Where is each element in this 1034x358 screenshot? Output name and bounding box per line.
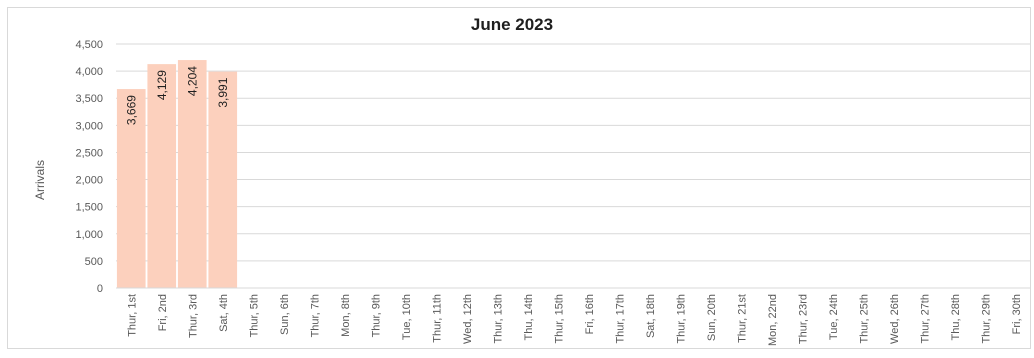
x-tick-label: Wed, 12th: [462, 294, 474, 344]
x-tick-label: Sun, 20th: [706, 294, 718, 341]
x-tick-label: Mon, 22nd: [767, 294, 779, 346]
gridlines: [116, 43, 1031, 262]
x-tick-label: Fri, 16th: [584, 294, 596, 334]
x-tick-label: Thur, 27th: [919, 294, 931, 344]
bar: [177, 60, 207, 289]
x-tick-label: Thu, 28th: [950, 294, 962, 340]
x-tick-label: Thur, 15th: [553, 294, 565, 344]
y-axis-ticks: 0 500 1,000 1,500 2,000 2,500 3,000 3,500 4,000 4…: [75, 39, 103, 295]
y-tick-label: 3,000: [75, 120, 103, 132]
chart-frame: [7, 7, 1031, 349]
x-tick-label: Thur, 13th: [492, 294, 504, 344]
y-tick-label: 2,500: [75, 147, 103, 159]
bar-data-label: 3,669: [124, 95, 138, 125]
bar-data-label: 3,991: [216, 77, 230, 107]
y-tick-label: 1,000: [75, 229, 103, 241]
y-tick-label: 4,500: [75, 39, 103, 51]
x-tick-label: Wed, 26th: [889, 294, 901, 344]
x-tick-label: Tue, 10th: [401, 294, 413, 340]
x-tick-label: Tue, 24th: [828, 294, 840, 340]
x-tick-label: Thur, 11th: [431, 294, 443, 343]
x-tick-label: Sat, 18th: [645, 294, 657, 338]
x-tick-label: Thur, 19th: [675, 294, 687, 344]
x-tick-label: Sat, 4th: [218, 294, 230, 332]
y-axis-label: Arrivals: [33, 160, 47, 200]
x-tick-label: Thur, 21st: [736, 294, 748, 343]
y-tick-label: 4,000: [75, 66, 103, 78]
bar-data-label: 4,129: [155, 70, 169, 100]
data-labels: 3,669 4,129 4,204 3,991: [124, 66, 230, 125]
x-tick-label: Fri, 30th: [1011, 294, 1023, 334]
x-tick-label: Thur, 5th: [248, 294, 260, 337]
x-tick-label: Thur, 25th: [858, 294, 870, 344]
x-tick-label: Sun, 6th: [279, 294, 291, 335]
x-tick-label: Mon, 8th: [340, 294, 352, 337]
x-tick-label: Thur, 29th: [980, 294, 992, 344]
y-tick-label: 0: [97, 283, 103, 295]
bar-data-label: 4,204: [185, 66, 199, 96]
x-axis-ticks: Thur, 1st Fri, 2nd Thur, 3rd Sat, 4th Thur, …: [126, 294, 1023, 346]
x-tick-label: Thur, 7th: [309, 294, 321, 337]
x-tick-label: Thur, 1st: [126, 294, 138, 337]
y-tick-label: 1,500: [75, 202, 103, 214]
y-tick-label: 2,000: [75, 175, 103, 187]
x-tick-label: Thur, 9th: [370, 294, 382, 337]
y-tick-label: 3,500: [75, 93, 103, 105]
y-tick-label: 500: [85, 256, 103, 268]
chart-title: June 2023: [471, 15, 553, 34]
bars: [116, 60, 238, 289]
x-tick-label: Thur, 17th: [614, 294, 626, 344]
x-tick-label: Thur, 23rd: [797, 294, 809, 344]
x-tick-label: Fri, 2nd: [157, 294, 169, 331]
x-tick-label: Thu, 14th: [523, 294, 535, 340]
x-tick-label: Thur, 3rd: [187, 294, 199, 338]
bar: [208, 71, 238, 288]
bar: [116, 89, 146, 288]
bar: [147, 64, 177, 288]
